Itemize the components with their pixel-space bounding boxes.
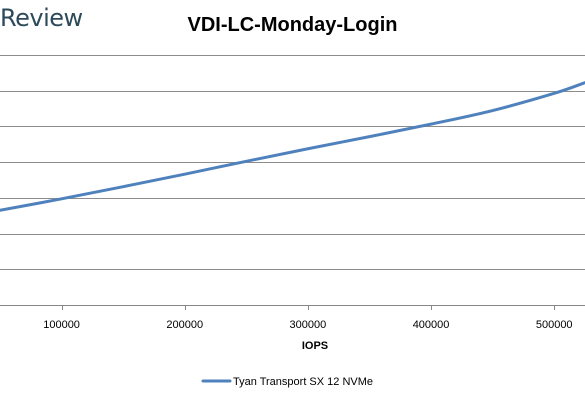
x-tick-label-300000: 300000 [290, 319, 327, 331]
review-watermark: Review [0, 4, 83, 32]
x-tick-label-500000: 500000 [536, 319, 573, 331]
gridlines [0, 55, 585, 270]
x-tick-label-200000: 200000 [166, 319, 203, 331]
x-axis-ticks: 100000 200000 300000 400000 500000 [43, 305, 573, 331]
legend: Tyan Transport SX 12 NVMe [201, 376, 373, 388]
chart-title: VDI-LC-Monday-Login [187, 14, 398, 36]
x-axis-title: IOPS [302, 340, 328, 352]
x-tick-label-400000: 400000 [413, 319, 450, 331]
x-tick-label-100000: 100000 [43, 319, 80, 331]
legend-label-tyan: Tyan Transport SX 12 NVMe [233, 376, 373, 388]
series-layer [0, 81, 585, 212]
series-line-0 [0, 81, 585, 212]
